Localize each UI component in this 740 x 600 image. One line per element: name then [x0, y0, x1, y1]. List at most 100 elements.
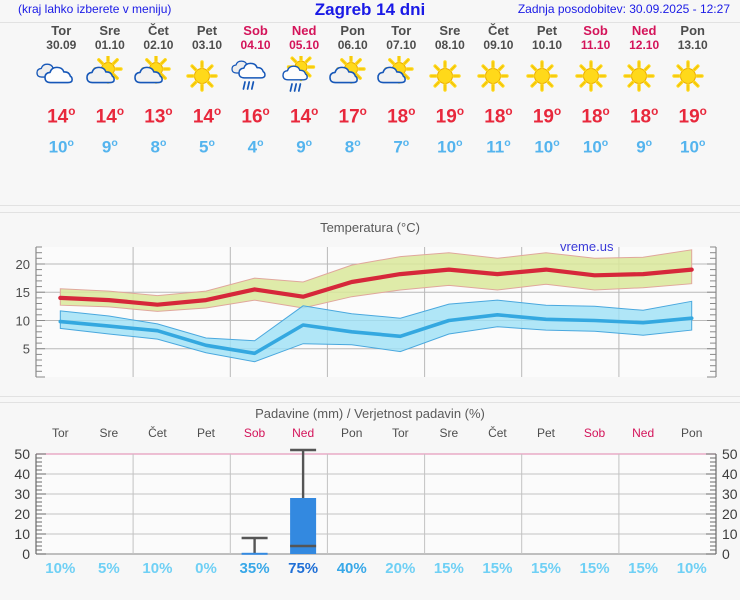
temp-min: 11o — [486, 137, 511, 157]
svg-text:50: 50 — [722, 446, 738, 462]
day-column[interactable]: Tor 30.09 14o 10o — [35, 24, 87, 160]
partly-sunny-icon — [84, 56, 136, 98]
precip-probability: 0% — [195, 560, 217, 577]
sunny-icon — [424, 56, 476, 98]
temp-min: 5o — [199, 137, 215, 157]
partly-sunny-icon — [132, 56, 184, 98]
precip-day-label: Sre — [439, 426, 459, 440]
day-name: Pet — [196, 23, 218, 38]
day-column[interactable]: Pet 03.10 14o 5o — [181, 24, 233, 160]
temp-min: 8o — [150, 137, 167, 157]
precip-probability: 10% — [676, 560, 707, 577]
chart-divider-top — [0, 396, 740, 397]
sunny-icon — [570, 56, 622, 98]
precip-day-label: Sob — [583, 426, 606, 440]
precip-day-label: Pon — [681, 426, 703, 440]
day-date: 30.09 — [46, 38, 77, 52]
day-column[interactable]: Čet 09.10 18o 11o — [472, 24, 524, 160]
sun-rain-icon — [278, 56, 330, 98]
day-date: 10.10 — [531, 38, 563, 52]
day-column[interactable]: Pon 06.10 17o 8o — [327, 24, 379, 160]
strip-divider-top — [0, 205, 740, 206]
precip-probability: 35% — [239, 560, 270, 577]
precip-probability: 75% — [288, 560, 319, 577]
day-name: Ned — [631, 23, 657, 38]
precip-day-label: Pet — [196, 426, 215, 440]
day-name: Sob — [243, 23, 268, 38]
temp-max: 17o — [338, 105, 367, 128]
day-name: Sre — [439, 23, 461, 38]
precip-day-label: Ned — [292, 426, 315, 440]
day-date: 11.10 — [580, 38, 611, 52]
svg-text:50: 50 — [14, 446, 30, 462]
day-name: Pon — [680, 23, 705, 38]
day-column[interactable]: Sob 11.10 18o 10o — [570, 24, 622, 160]
temp-max: 14o — [289, 105, 319, 128]
temp-max: 19o — [678, 105, 707, 128]
temp-min: 4o — [247, 137, 264, 157]
day-date: 06.10 — [337, 38, 368, 52]
precip-day-label: Čet — [148, 426, 167, 440]
temp-max: 13o — [144, 105, 173, 128]
sunny-icon — [618, 56, 670, 98]
header-divider — [0, 22, 740, 23]
day-date: 07.10 — [386, 38, 417, 52]
svg-text:0: 0 — [22, 546, 30, 562]
day-name: Sob — [583, 23, 608, 38]
precipitation-chart-title: Padavine (mm) / Verjetnost padavin (%) — [255, 406, 485, 421]
precip-probability: 15% — [579, 560, 610, 577]
temp-max: 14o — [192, 105, 222, 128]
location-hint: (kraj lahko izberete v meniju) — [18, 2, 172, 16]
temp-min: 9o — [636, 137, 653, 157]
precip-day-label: Sob — [243, 426, 266, 440]
precip-probability: 10% — [142, 560, 173, 577]
day-date: 01.10 — [94, 38, 125, 52]
temp-max: 14o — [95, 105, 124, 128]
sunny-icon — [472, 56, 524, 98]
svg-text:30: 30 — [14, 486, 30, 502]
temp-min: 10o — [437, 137, 463, 157]
svg-text:0: 0 — [722, 546, 730, 562]
temp-min: 10o — [582, 137, 609, 157]
partly-sunny-icon — [375, 56, 427, 98]
day-column[interactable]: Pon 13.10 19o 10o — [667, 24, 719, 160]
temp-min: 10o — [534, 137, 560, 157]
temp-min: 8o — [344, 137, 361, 157]
day-column[interactable]: Sob 04.10 16o 4o — [230, 24, 282, 160]
cloudy-icon — [35, 56, 87, 98]
temp-max: 18o — [484, 105, 513, 128]
precip-probability: 15% — [433, 560, 464, 577]
temp-max: 16o — [241, 105, 270, 128]
day-column[interactable]: Ned 05.10 14o 9o — [278, 24, 330, 160]
day-column[interactable]: Sre 01.10 14o 9o — [84, 24, 136, 160]
day-column[interactable]: Pet 10.10 19o 10o — [521, 24, 573, 160]
svg-text:20: 20 — [14, 506, 30, 522]
day-name: Tor — [391, 23, 412, 38]
day-column[interactable]: Ned 12.10 18o 9o — [618, 24, 670, 160]
day-column[interactable]: Čet 02.10 13o 8o — [132, 24, 184, 160]
day-date: 08.10 — [434, 38, 465, 52]
svg-text:15: 15 — [16, 285, 30, 300]
precip-day-label: Pet — [536, 426, 555, 440]
last-update-label: Zadnja posodobitev: 30.09.2025 - 12:27 — [517, 2, 730, 16]
temp-min: 9o — [296, 137, 313, 157]
page-title: Zagreb 14 dni — [314, 0, 426, 19]
precip-probability: 15% — [530, 560, 562, 577]
page-header: (kraj lahko izberete v meniju) Zagreb 14… — [0, 0, 740, 22]
svg-text:20: 20 — [722, 506, 738, 522]
sunny-icon — [521, 56, 573, 98]
temp-max: 18o — [387, 105, 416, 128]
day-column[interactable]: Sre 08.10 19o 10o — [424, 24, 476, 160]
temperature-chart: Temperatura (°C) 5 10 15 20 vreme.us — [0, 220, 740, 395]
precipitation-plot: 0 0 10 10 20 20 30 30 40 40 50 50 — [0, 444, 740, 566]
precip-day-label: Tor — [391, 426, 409, 440]
day-name: Čet — [487, 23, 509, 38]
temp-max: 19o — [435, 105, 464, 128]
svg-text:10: 10 — [16, 314, 30, 329]
temp-min: 7o — [393, 137, 410, 157]
precip-probability: 15% — [628, 560, 659, 577]
watermark-label: vreme.us — [560, 239, 614, 254]
day-column[interactable]: Tor 07.10 18o 7o — [375, 24, 427, 160]
precip-day-label: Sre — [99, 426, 119, 440]
svg-text:10: 10 — [722, 526, 738, 542]
